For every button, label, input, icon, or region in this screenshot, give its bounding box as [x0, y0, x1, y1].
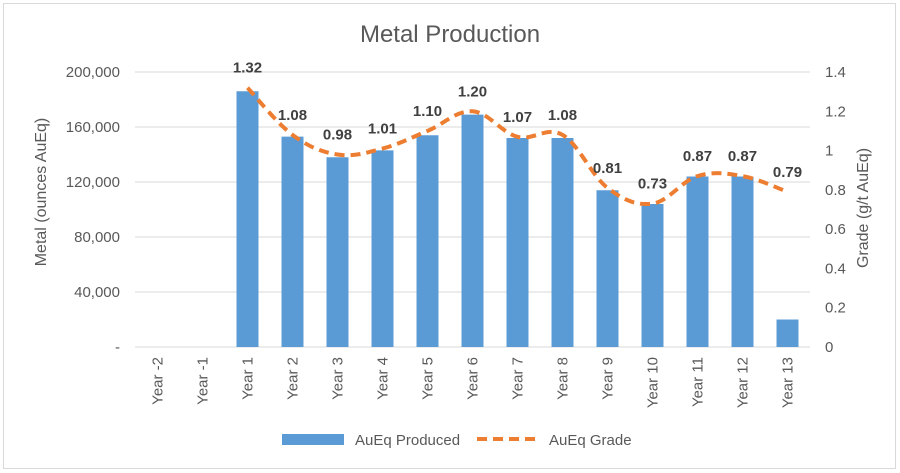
right-y-axis: 0 0.2 0.4 0.6 0.8 1 1.2 1.4 [825, 64, 846, 356]
data-label: 1.20 [458, 83, 487, 100]
bar [776, 319, 799, 347]
x-tick-label: Year -2 [150, 357, 167, 405]
x-tick-label: Year 12 [735, 357, 752, 408]
y2-tick-label: 1.4 [825, 64, 846, 81]
y2-tick-label: 1.2 [825, 103, 846, 120]
data-label: 0.87 [728, 148, 757, 165]
data-label: 1.08 [278, 107, 307, 124]
legend-label-auEq-grade: AuEq Grade [549, 432, 632, 449]
left-axis-title: Metal (ounces AuEq) [33, 118, 50, 267]
data-label: 0.81 [593, 160, 622, 177]
chart-title: Metal Production [360, 21, 540, 48]
bar [506, 138, 529, 347]
y-tick-label: 40,000 [74, 284, 120, 301]
x-tick-label: Year 2 [285, 357, 302, 400]
y-tick-label: 80,000 [74, 229, 120, 246]
bar-series-auEq-produced [236, 91, 799, 347]
x-tick-label: Year 1 [240, 357, 257, 400]
x-tick-label: Year 5 [420, 357, 437, 400]
y2-tick-label: 1 [825, 143, 833, 160]
x-tick-label: Year -1 [195, 357, 212, 405]
x-tick-label: Year 4 [375, 357, 392, 400]
bar [416, 135, 439, 347]
bar [236, 91, 259, 347]
x-tick-label: Year 6 [465, 357, 482, 400]
line-series-auEq-grade [246, 86, 789, 207]
legend: AuEq Produced AuEq Grade [282, 432, 632, 449]
data-labels: 1.32 1.08 0.98 1.01 1.10 1.20 1.07 1.08 0.81 0.73… [233, 60, 802, 193]
y2-tick-label: 0.6 [825, 221, 846, 238]
y-tick-label: 200,000 [66, 64, 120, 81]
bar [371, 150, 394, 347]
y-tick-label: 120,000 [66, 174, 120, 191]
x-axis: Year -2 Year -1 Year 1 Year 2 Year 3 Year 4 Ye… [150, 357, 797, 408]
data-label: 1.07 [503, 109, 532, 126]
x-tick-label: Year 10 [645, 357, 662, 408]
data-label: 1.10 [413, 103, 442, 120]
bar [281, 136, 304, 347]
data-label: 0.98 [323, 127, 352, 144]
x-tick-label: Year 11 [690, 357, 707, 407]
bar [461, 114, 484, 347]
data-label: 0.79 [773, 164, 802, 181]
y2-tick-label: 0 [825, 339, 833, 356]
bar [551, 138, 574, 347]
y2-tick-label: 0.2 [825, 300, 846, 317]
bar [641, 204, 664, 347]
y-tick-label: 160,000 [66, 119, 120, 136]
x-tick-label: Year 13 [780, 357, 797, 408]
y2-tick-label: 0.8 [825, 182, 846, 199]
x-tick-label: Year 3 [330, 357, 347, 400]
y2-tick-label: 0.4 [825, 260, 846, 277]
bar [596, 190, 619, 347]
right-axis-title: Grade (g/t AuEq) [855, 148, 872, 268]
bar [686, 176, 709, 347]
data-label: 1.01 [368, 121, 397, 138]
x-tick-label: Year 8 [555, 357, 572, 400]
legend-label-auEq-produced: AuEq Produced [355, 432, 460, 449]
bar [731, 176, 754, 347]
data-label: 0.87 [683, 148, 712, 165]
bar [326, 157, 349, 347]
data-label: 1.08 [548, 107, 577, 124]
left-y-axis: - 40,000 80,000 120,000 160,000 200,000 [66, 64, 120, 356]
x-tick-label: Year 7 [510, 357, 527, 400]
data-label: 1.32 [233, 60, 262, 77]
x-tick-label: Year 9 [600, 357, 617, 400]
legend-swatch-auEq-produced [282, 434, 344, 445]
data-label: 0.73 [638, 176, 667, 193]
grade-line [246, 86, 789, 207]
y-tick-label: - [115, 339, 120, 356]
